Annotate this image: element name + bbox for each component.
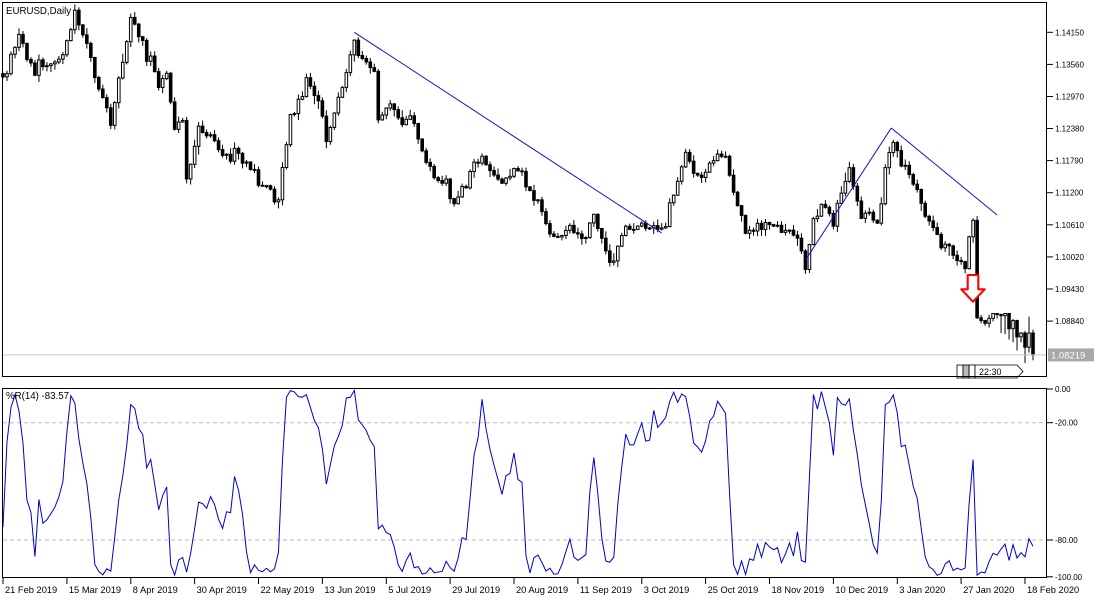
svg-text:30 Apr 2019: 30 Apr 2019 (197, 585, 247, 595)
svg-text:21 Feb 2019: 21 Feb 2019 (5, 585, 57, 595)
svg-text:EURUSD,Daily: EURUSD,Daily (6, 6, 71, 17)
svg-text:0.00: 0.00 (1055, 385, 1071, 394)
svg-text:1.11790: 1.11790 (1055, 157, 1084, 166)
svg-text:3 Oct 2019: 3 Oct 2019 (644, 585, 689, 595)
svg-text:1.13560: 1.13560 (1055, 60, 1084, 69)
svg-text:%R(14) -83.57: %R(14) -83.57 (6, 391, 69, 402)
svg-text:-80.00: -80.00 (1055, 536, 1078, 545)
svg-text:18 Nov 2019: 18 Nov 2019 (772, 585, 825, 595)
svg-text:1.10020: 1.10020 (1055, 253, 1084, 262)
svg-text:-20.00: -20.00 (1055, 419, 1078, 428)
svg-text:1.09430: 1.09430 (1055, 285, 1084, 294)
svg-text:13 Jun 2019: 13 Jun 2019 (324, 585, 375, 595)
svg-text:1.08840: 1.08840 (1055, 317, 1084, 326)
svg-text:11 Sep 2019: 11 Sep 2019 (580, 585, 632, 595)
svg-text:1.11200: 1.11200 (1055, 189, 1084, 198)
svg-text:5 Jul 2019: 5 Jul 2019 (388, 585, 431, 595)
svg-text:22:30: 22:30 (979, 367, 1002, 377)
svg-text:1.12380: 1.12380 (1055, 125, 1084, 134)
svg-text:1.12970: 1.12970 (1055, 93, 1084, 102)
svg-text:25 Oct 2019: 25 Oct 2019 (708, 585, 759, 595)
svg-text:15 Mar 2019: 15 Mar 2019 (69, 585, 121, 595)
svg-text:8 Apr 2019: 8 Apr 2019 (133, 585, 178, 595)
svg-text:20 Aug 2019: 20 Aug 2019 (516, 585, 568, 595)
svg-text:18 Feb 2020: 18 Feb 2020 (1027, 585, 1079, 595)
svg-text:1.08219: 1.08219 (1051, 350, 1085, 361)
svg-text:29 Jul 2019: 29 Jul 2019 (452, 585, 500, 595)
svg-text:3 Jan 2020: 3 Jan 2020 (899, 585, 945, 595)
svg-text:1.10610: 1.10610 (1055, 221, 1084, 230)
svg-text:-100.00: -100.00 (1055, 573, 1083, 582)
svg-text:1.14150: 1.14150 (1055, 28, 1084, 37)
svg-text:27 Jan 2020: 27 Jan 2020 (963, 585, 1014, 595)
svg-text:22 May 2019: 22 May 2019 (261, 585, 315, 595)
svg-text:10 Dec 2019: 10 Dec 2019 (835, 585, 888, 595)
